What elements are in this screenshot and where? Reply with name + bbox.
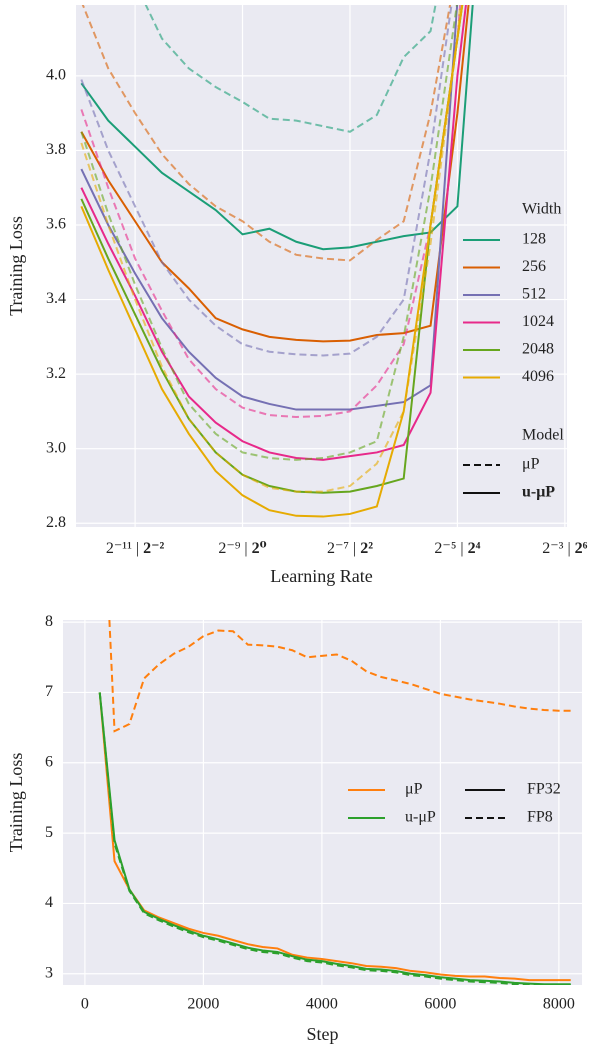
y-tick-label: 3.4	[46, 290, 66, 307]
data-line	[108, 620, 571, 733]
legend-label: FP32	[527, 781, 561, 798]
legend-label: μP	[522, 456, 540, 473]
y-axis-title: Training Loss	[6, 216, 26, 316]
legend-label: 2048	[522, 341, 554, 358]
x-tick-label: 2000	[187, 996, 219, 1013]
data-line	[80, 5, 453, 357]
plot-area	[76, 5, 567, 527]
x-tick-label: 2⁻³ | 2⁶	[542, 540, 587, 557]
data-line	[80, 5, 458, 461]
data-line	[98, 692, 571, 982]
data-line	[144, 5, 437, 133]
legend-label: μP	[405, 781, 423, 798]
legend-title: Width	[522, 201, 561, 218]
legend-label: FP8	[527, 809, 553, 826]
x-tick-label: 2⁻⁵ | 2⁴	[434, 540, 480, 557]
legend-label: 512	[522, 286, 546, 303]
data-line	[81, 5, 452, 262]
x-axis-title: Learning Rate	[270, 566, 372, 586]
x-tick-label: 4000	[306, 996, 338, 1013]
x-tick-label: 2⁻⁷ | 2²	[327, 540, 373, 557]
y-tick-label: 8	[45, 613, 53, 630]
x-tick-label: 0	[81, 996, 89, 1013]
x-axis-title: Step	[306, 1024, 338, 1044]
x-tick-label: 2⁻¹¹ | 2⁻²	[106, 540, 165, 557]
data-line	[80, 5, 474, 251]
legend-label: 1024	[522, 313, 554, 330]
y-tick-label: 3	[45, 964, 53, 981]
legend-label: 128	[522, 231, 546, 248]
legend-label: 4096	[522, 368, 554, 385]
y-tick-label: 7	[45, 683, 53, 700]
y-tick-label: 3.2	[46, 365, 66, 382]
data-line	[80, 5, 459, 411]
data-line	[80, 5, 467, 461]
legend-label: u-μP	[405, 809, 436, 826]
x-tick-label: 6000	[424, 996, 456, 1013]
x-tick-label: 8000	[543, 996, 575, 1013]
data-line	[98, 692, 571, 985]
legend-label: u-μP	[522, 484, 555, 501]
y-tick-label: 4	[45, 894, 53, 911]
y-tick-label: 6	[45, 753, 53, 770]
y-tick-label: 3.6	[46, 216, 66, 233]
y-tick-label: 4.0	[46, 67, 66, 84]
legend-title: Model	[522, 427, 564, 444]
y-tick-label: 5	[45, 824, 53, 841]
data-line	[98, 692, 571, 985]
series-layer	[98, 620, 571, 985]
data-line	[80, 5, 462, 493]
y-tick-label: 3.0	[46, 439, 66, 456]
data-line	[80, 5, 462, 419]
legend-label: 256	[522, 258, 546, 275]
series-layer	[80, 5, 474, 518]
x-tick-label: 2⁻⁹ | 2⁰	[218, 540, 266, 557]
y-tick-label: 3.8	[46, 141, 66, 158]
y-tick-label: 2.8	[46, 514, 66, 531]
y-axis-title: Training Loss	[6, 753, 26, 853]
data-line	[80, 5, 464, 518]
